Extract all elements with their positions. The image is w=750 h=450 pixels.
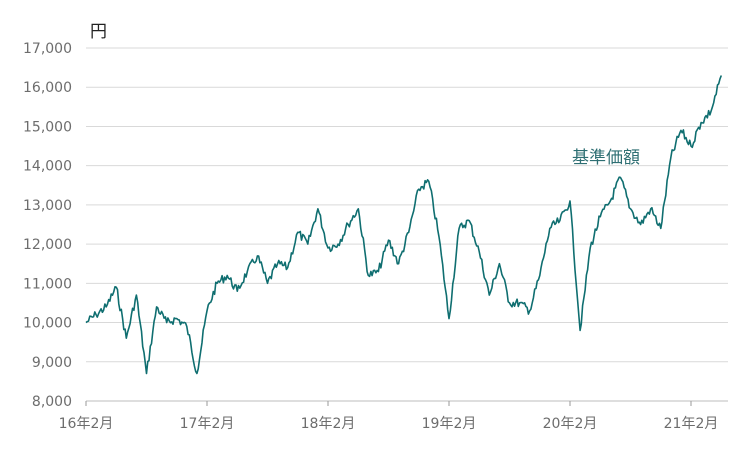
series-line-nav xyxy=(85,75,723,375)
x-tick-label: 18年2月 xyxy=(301,416,356,432)
x-tick-label: 21年2月 xyxy=(664,416,719,432)
gridlines xyxy=(86,47,728,402)
y-tick-label: 10,000 xyxy=(23,316,72,332)
x-axis-ticks: 16年2月 17年2月 18年2月 19年2月 20年2月 21年2月 xyxy=(59,401,719,432)
y-tick-label: 13,000 xyxy=(23,198,72,214)
y-tick-label: 17,000 xyxy=(23,41,72,57)
y-tick-label: 12,000 xyxy=(23,237,72,253)
y-tick-label: 15,000 xyxy=(23,119,72,135)
x-tick-label: 16年2月 xyxy=(59,416,114,432)
y-tick-label: 16,000 xyxy=(23,80,72,96)
y-axis-ticks: 8,000 9,000 10,000 11,000 12,000 13,000 14,000… xyxy=(23,41,72,410)
x-tick-label: 20年2月 xyxy=(543,416,598,432)
y-tick-label: 8,000 xyxy=(32,394,72,410)
x-tick-label: 19年2月 xyxy=(422,416,477,432)
y-tick-label: 11,000 xyxy=(23,276,72,292)
y-tick-label: 9,000 xyxy=(32,355,72,371)
series-label: 基準価額 xyxy=(572,148,640,168)
y-axis-unit: 円 xyxy=(90,22,107,42)
y-tick-label: 14,000 xyxy=(23,159,72,175)
x-tick-label: 17年2月 xyxy=(180,416,235,432)
